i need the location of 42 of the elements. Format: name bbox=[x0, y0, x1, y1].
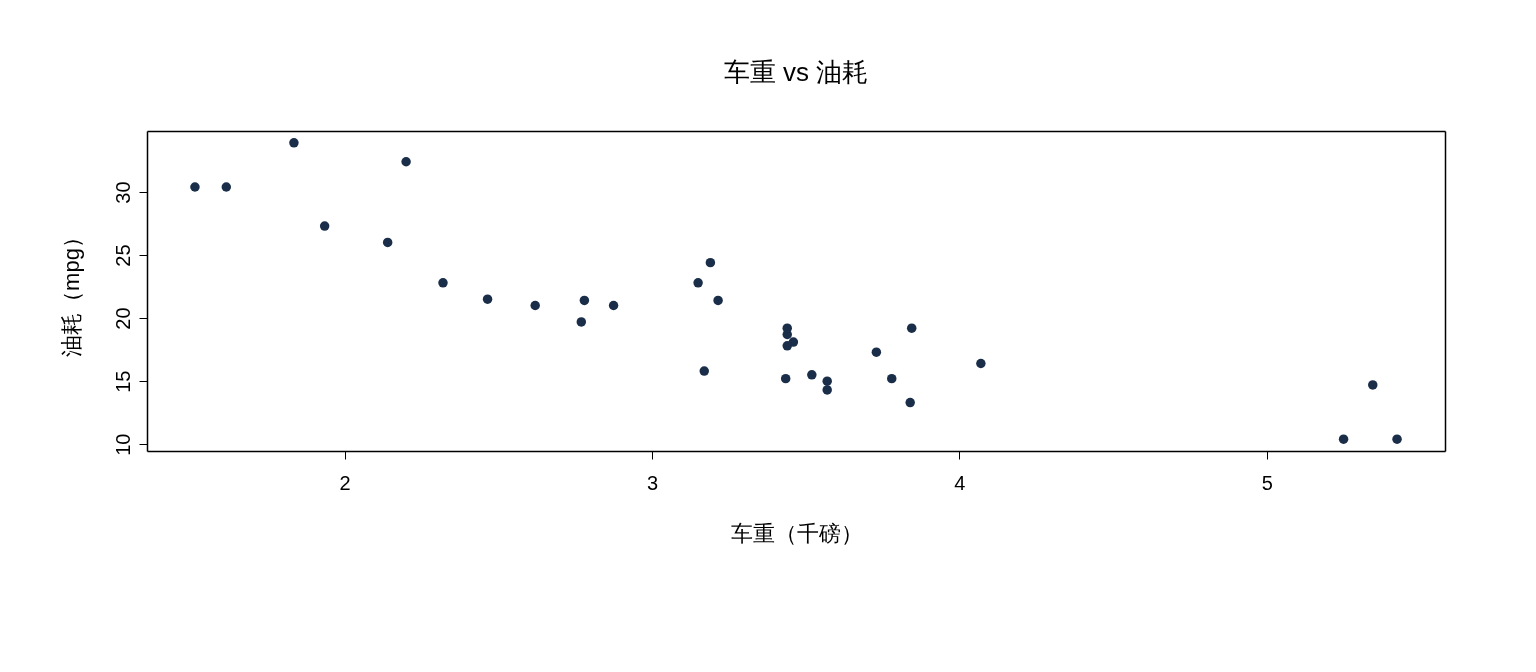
point bbox=[699, 366, 709, 376]
point bbox=[608, 300, 619, 311]
point bbox=[190, 182, 200, 192]
point bbox=[780, 373, 791, 384]
x-tick-label: 5 bbox=[1261, 471, 1273, 494]
point bbox=[530, 300, 540, 311]
x-tick-label: 4 bbox=[954, 471, 966, 494]
point bbox=[822, 376, 832, 386]
point bbox=[482, 294, 493, 304]
point bbox=[705, 257, 716, 268]
point bbox=[871, 347, 882, 357]
point bbox=[221, 182, 232, 192]
point bbox=[1338, 434, 1349, 444]
y-tick-label: 10 bbox=[111, 433, 134, 456]
y-tick-label: 30 bbox=[111, 181, 134, 204]
point bbox=[438, 278, 448, 288]
chart-title: 车重 vs 油耗 bbox=[723, 57, 869, 87]
point bbox=[976, 358, 986, 369]
point bbox=[906, 323, 917, 333]
x-tick-label: 3 bbox=[646, 471, 659, 494]
point bbox=[401, 157, 411, 167]
point bbox=[905, 397, 915, 408]
point bbox=[1368, 380, 1378, 390]
y-tick-label: 25 bbox=[111, 244, 134, 267]
point bbox=[289, 138, 299, 148]
point bbox=[693, 278, 703, 288]
point bbox=[319, 221, 330, 231]
x-axis-title: 车重（千磅） bbox=[730, 520, 863, 546]
y-axis-title: 油耗（mpg） bbox=[58, 226, 84, 357]
point bbox=[579, 295, 590, 306]
point bbox=[782, 341, 792, 351]
point bbox=[1392, 434, 1402, 444]
point bbox=[713, 295, 723, 306]
point bbox=[887, 373, 897, 384]
point bbox=[576, 317, 587, 327]
point bbox=[382, 237, 393, 248]
point bbox=[822, 385, 832, 395]
y-tick-label: 20 bbox=[111, 307, 134, 330]
y-tick-label: 15 bbox=[111, 370, 134, 393]
point bbox=[807, 370, 817, 380]
x-tick-label: 2 bbox=[339, 471, 351, 494]
point bbox=[782, 323, 792, 333]
